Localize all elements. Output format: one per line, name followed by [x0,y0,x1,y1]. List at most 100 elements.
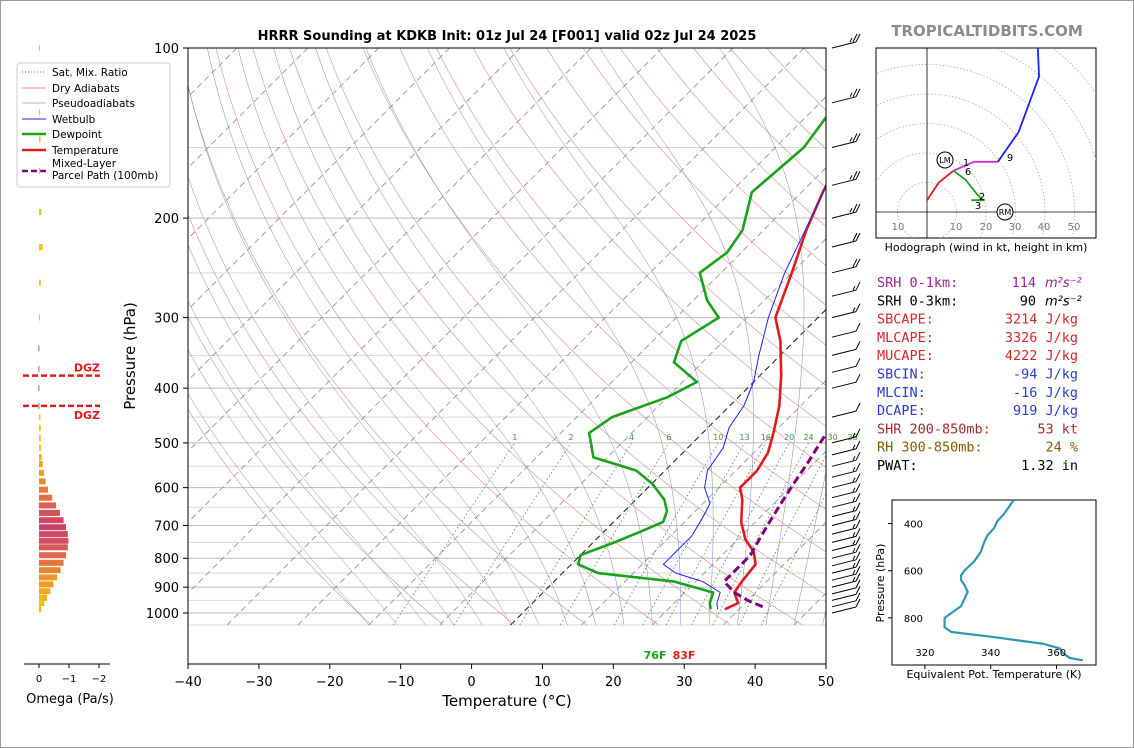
wind-barb [831,258,861,274]
dry-adiabat-line [252,48,731,626]
barb-shaft [831,141,857,148]
x-tick-label: −10 [387,675,414,690]
barb-shaft [831,211,857,219]
index-label: SHR 200-850mb: [877,421,991,437]
dry-adiabat-line [362,48,826,553]
barb-flag [852,258,858,268]
barb-half-flag [849,92,853,98]
pseudoadiabat-line [365,48,653,626]
wind-barb [831,402,861,418]
barb-flag [855,592,861,602]
hodograph-height-label: 3 [975,201,981,212]
hodograph-segment-3 [997,48,1041,163]
barb-shaft [831,178,857,186]
barb-flag [855,528,861,537]
barb-half-flag [852,576,856,582]
barb-half-flag [852,547,856,553]
dry-adiabat-line [509,48,826,386]
theta-e-y-tick-label: 800 [904,614,923,625]
y-axis-label: Pressure (hPa) [121,302,139,410]
barb-flag [855,373,861,383]
hodograph-tick-label: 10 [892,222,905,233]
pseudoadiabat-line [315,48,625,626]
omega-bar [39,544,68,551]
legend-label: Wetbulb [52,114,96,126]
legend-label-line: Parcel Path (100mb) [52,170,158,182]
legend-label: Sat. Mix. Ratio [52,67,128,79]
isotherm-line [226,48,805,626]
theta-e-y-tick-label: 600 [904,567,923,578]
omega-bar [39,588,51,595]
barb-half-flag [852,432,856,438]
pseudoadiabat-line [207,48,540,626]
index-label: SBCIN: [877,367,926,383]
barb-flag [855,502,861,511]
barb-shaft [831,311,857,319]
barb-shaft [831,519,857,526]
x-tick-label: −40 [174,675,201,690]
barb-shaft [831,573,857,581]
barb-half-flag [852,497,856,502]
theta-e-x-tick-label: 340 [981,648,1000,659]
x-tick-label: −20 [316,675,343,690]
index-value: 3326 J/kg [1005,330,1078,346]
hodograph-segment-0 [926,169,955,201]
mixing-ratio-label: 30 [828,433,838,442]
omega-tick-label: 0 [36,674,42,685]
barb-shaft [831,527,857,535]
barb-flag [855,565,861,575]
barb-half-flag [849,137,853,142]
dry-adiabat-line [399,48,826,510]
barb-shaft [831,587,857,595]
omega-bar [39,454,42,461]
legend-label: Dewpoint [52,129,102,141]
wind-barb [831,462,861,478]
x-tick-label: 0 [467,675,475,690]
index-label: DCAPE: [877,403,926,419]
barb-half-flag [852,487,856,492]
wind-barb [831,88,861,104]
barb-flag [855,493,861,502]
omega-bar [39,109,40,116]
barb-shaft [831,240,857,248]
legend-label: Pseudoadiabats [52,98,135,110]
isotherm-line [510,308,826,626]
barb-shaft [831,593,857,601]
barb-half-flag [852,569,856,575]
isotherm-line [722,521,826,626]
mixing-ratio-label: 13 [739,433,749,442]
barb-half-flag [852,540,856,545]
index-value: 114 [1012,275,1036,291]
storm-motion-marker [996,203,1014,221]
index-value: -94 J/kg [1013,367,1078,383]
y-tick-label: 700 [154,519,179,534]
omega-bar [39,581,54,588]
dry-adiabat-line [472,48,826,427]
wind-barb [831,551,861,567]
omega-bar [39,414,41,421]
barb-shaft [831,559,857,567]
wind-barb [831,558,861,574]
wind-barb [831,358,861,373]
indices-panel: SRH 0-1km: 114 m²s⁻² SRH 0-3km: 90 m²s⁻² SBCAP… [877,275,1082,474]
index-value: -16 J/kg [1013,385,1078,401]
wind-barb [831,33,861,49]
omega-bar [38,366,40,372]
index-label: MLCAPE: [877,330,934,346]
surface-dewpoint-label: 76F [644,649,667,662]
barb-flag [855,171,861,180]
hodograph-segment-1 [952,169,986,202]
omega-bar [39,559,64,566]
pseudoadiabat-line [273,48,596,626]
barb-shaft [831,481,857,489]
mixing-ratio-line [453,442,572,626]
omega-bar [39,136,41,143]
barb-half-flag [852,477,856,482]
mixing-ratio-label: 20 [784,433,794,442]
barb-flag [855,551,861,561]
barb-half-flag [852,466,856,472]
barb-half-flag [852,515,856,520]
mixing-ratio-line [560,442,670,626]
chart-title: HRRR Sounding at KDKB Init: 01z Jul 24 [… [258,29,757,44]
omega-bar [39,600,45,606]
